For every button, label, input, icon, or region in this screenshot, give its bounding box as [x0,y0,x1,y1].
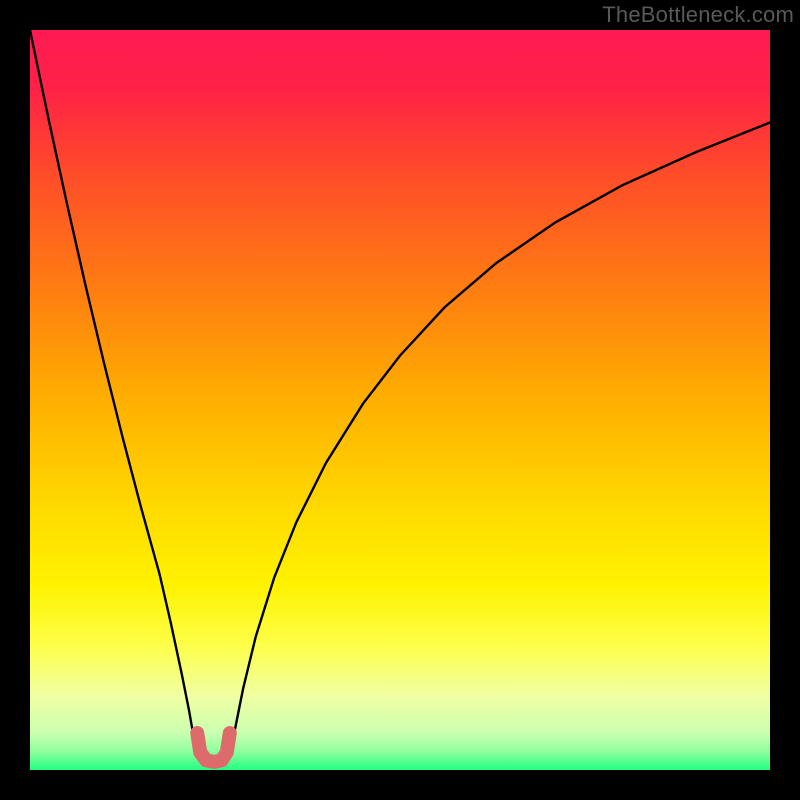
plot-background [30,30,770,770]
plot-svg [0,0,800,800]
watermark-text: TheBottleneck.com [602,0,800,34]
figure-root: TheBottleneck.com [0,0,800,800]
